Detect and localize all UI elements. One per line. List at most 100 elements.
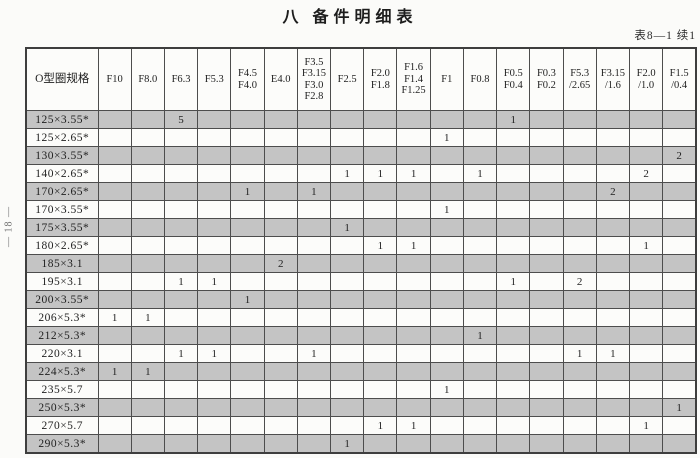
value-cell: [496, 236, 531, 255]
value-cell: [595, 290, 631, 309]
value-cell: [197, 146, 232, 165]
value-cell: 1: [363, 164, 398, 183]
value-cell: [197, 398, 232, 417]
value-cell: [595, 380, 631, 399]
value-cell: [230, 218, 265, 237]
table-row: 130×3.55* 2: [25, 146, 697, 165]
value-cell: 1: [429, 200, 464, 219]
row-label-cell: 200×3.55*: [25, 290, 99, 309]
value-cell: 1: [130, 308, 165, 327]
value-cell: [263, 272, 298, 291]
value-cell: [363, 254, 398, 273]
value-cell: [662, 326, 697, 345]
value-cell: [529, 200, 564, 219]
value-cell: [496, 164, 531, 183]
value-cell: [396, 434, 431, 454]
value-cell: [628, 434, 664, 454]
value-cell: [662, 344, 697, 363]
header-cell: F1: [429, 47, 464, 111]
value-cell: [496, 416, 531, 435]
header-cell: F2.0/1.0: [628, 47, 664, 111]
value-cell: [163, 236, 199, 255]
value-cell: [496, 362, 531, 381]
value-cell: [163, 416, 199, 435]
value-cell: [595, 110, 631, 129]
value-cell: [230, 254, 265, 273]
value-cell: [163, 398, 199, 417]
value-cell: [529, 182, 564, 201]
value-cell: [529, 236, 564, 255]
value-cell: 1: [662, 398, 697, 417]
header-cell: F0.8: [462, 47, 498, 111]
value-cell: [263, 128, 298, 147]
value-cell: [429, 326, 464, 345]
value-cell: [529, 308, 564, 327]
value-cell: [429, 344, 464, 363]
header-row: O型圈规格 F10 F8.0 F6.3 F5.3 F4.5 F4.0 E4.0 F3.5 F3.1…: [25, 47, 697, 111]
header-cell-spec: O型圈规格: [25, 47, 99, 111]
value-cell: [396, 290, 431, 309]
value-cell: [628, 380, 664, 399]
value-cell: [628, 344, 664, 363]
table-row: 212×5.3* 1: [25, 326, 697, 345]
value-cell: [163, 362, 199, 381]
value-cell: [330, 272, 365, 291]
value-cell: [363, 308, 398, 327]
value-cell: [396, 146, 431, 165]
value-cell: 1: [330, 164, 365, 183]
value-cell: [230, 308, 265, 327]
row-label-cell: 180×2.65*: [25, 236, 99, 255]
table-row: 220×3.1 1 1 1 1 1: [25, 344, 697, 363]
value-cell: [429, 146, 464, 165]
value-cell: [429, 434, 464, 454]
value-cell: [595, 398, 631, 417]
header-cell: F8.0: [130, 47, 165, 111]
value-cell: [197, 380, 232, 399]
value-cell: [296, 416, 332, 435]
row-label-cell: 250×5.3*: [25, 398, 99, 417]
value-cell: 2: [263, 254, 298, 273]
value-cell: [662, 218, 697, 237]
value-cell: [462, 128, 498, 147]
value-cell: [97, 128, 132, 147]
value-cell: [628, 128, 664, 147]
value-cell: [562, 398, 597, 417]
value-cell: 2: [628, 164, 664, 183]
value-cell: [163, 218, 199, 237]
value-cell: [296, 110, 332, 129]
value-cell: [197, 218, 232, 237]
value-cell: 2: [662, 146, 697, 165]
value-cell: [263, 110, 298, 129]
value-cell: [130, 254, 165, 273]
value-cell: [163, 128, 199, 147]
value-cell: [529, 254, 564, 273]
value-cell: [429, 254, 464, 273]
value-cell: [363, 272, 398, 291]
value-cell: [130, 164, 165, 183]
value-cell: 1: [628, 236, 664, 255]
table-row: 200×3.55* 1: [25, 290, 697, 309]
value-cell: [163, 254, 199, 273]
value-cell: [263, 200, 298, 219]
value-cell: [496, 308, 531, 327]
header-cell: F3.15/1.6: [595, 47, 631, 111]
value-cell: [562, 254, 597, 273]
value-cell: [130, 110, 165, 129]
value-cell: [363, 326, 398, 345]
value-cell: 1: [496, 272, 531, 291]
value-cell: [330, 308, 365, 327]
value-cell: [296, 362, 332, 381]
value-cell: [628, 290, 664, 309]
value-cell: [363, 344, 398, 363]
value-cell: 1: [628, 416, 664, 435]
value-cell: [263, 164, 298, 183]
header-cell: F5.3/2.65: [562, 47, 597, 111]
value-cell: [363, 110, 398, 129]
value-cell: [363, 362, 398, 381]
value-cell: [330, 254, 365, 273]
row-label-cell: 235×5.7: [25, 380, 99, 399]
value-cell: [97, 434, 132, 454]
table-row: 170×3.55* 1: [25, 200, 697, 219]
value-cell: [662, 380, 697, 399]
value-cell: [197, 416, 232, 435]
